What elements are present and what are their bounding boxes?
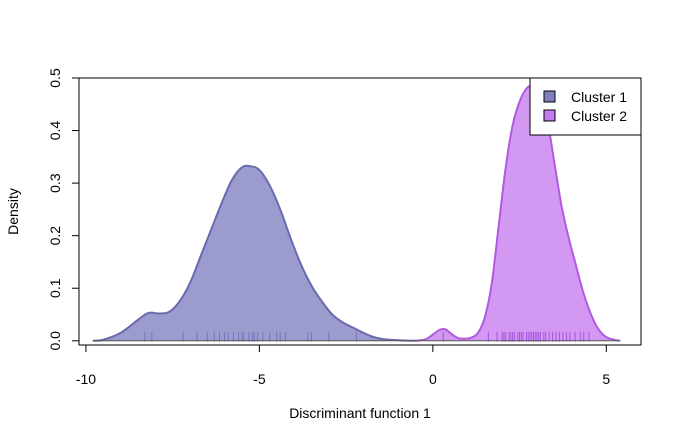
y-tick-label-2: 0.1 xyxy=(47,278,63,298)
y-tick-label-5: 0.4 xyxy=(47,121,63,141)
density-area-1 xyxy=(92,165,416,341)
x-tick-label-4: 5 xyxy=(602,371,610,387)
legend-box xyxy=(529,77,642,136)
density-curve-1 xyxy=(92,164,416,342)
y-tick-label-6: 0.5 xyxy=(47,68,63,88)
legend-swatch-1 xyxy=(543,90,556,103)
legend-label-1: Cluster 1 xyxy=(571,89,627,105)
legend-label-2: Cluster 2 xyxy=(571,108,627,124)
y-axis-label: Density xyxy=(5,188,21,235)
y-axis: 0.0 0.1 0.2 0.3 0.4 0.5 xyxy=(47,68,79,351)
y-tick-label-1: 0.0 xyxy=(47,331,63,351)
x-axis: -10 -5 0 5 xyxy=(76,345,610,387)
y-tick-label-4: 0.3 xyxy=(47,173,63,193)
rug-layer xyxy=(92,331,621,342)
y-tick-label-3: 0.2 xyxy=(47,226,63,246)
density-area-layer xyxy=(92,84,621,342)
x-tick-label-1: -10 xyxy=(76,371,96,387)
x-tick-label-2: -5 xyxy=(253,371,266,387)
density-curve-2 xyxy=(415,84,621,342)
legend-swatch-2 xyxy=(543,109,556,122)
legend: Cluster 1 Cluster 2 xyxy=(529,77,642,136)
plot-frame xyxy=(78,77,642,346)
density-area-2 xyxy=(415,85,621,341)
x-tick-label-3: 0 xyxy=(429,371,437,387)
x-axis-label: Discriminant function 1 xyxy=(289,405,431,421)
